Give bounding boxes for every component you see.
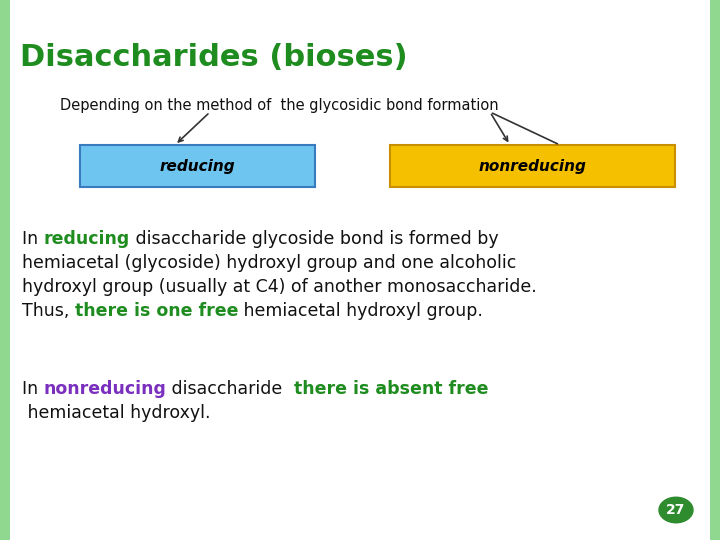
Text: nonreducing: nonreducing: [479, 159, 586, 173]
Text: hemiacetal hydroxyl.: hemiacetal hydroxyl.: [22, 404, 210, 422]
Text: In: In: [22, 230, 44, 248]
Text: hemiacetal (glycoside) hydroxyl group and one alcoholic: hemiacetal (glycoside) hydroxyl group an…: [22, 254, 516, 272]
Text: hemiacetal hydroxyl group.: hemiacetal hydroxyl group.: [238, 302, 483, 320]
Text: reducing: reducing: [160, 159, 235, 173]
Text: 27: 27: [666, 503, 685, 517]
Text: there is absent free: there is absent free: [294, 380, 488, 398]
Text: Depending on the method of  the glycosidic bond formation: Depending on the method of the glycosidi…: [60, 98, 499, 113]
Text: reducing: reducing: [44, 230, 130, 248]
Text: hydroxyl group (usually at C4) of another monosaccharide.: hydroxyl group (usually at C4) of anothe…: [22, 278, 536, 296]
Text: nonreducing: nonreducing: [44, 380, 166, 398]
Text: Disaccharides (bioses): Disaccharides (bioses): [20, 44, 408, 72]
Text: Thus,: Thus,: [22, 302, 75, 320]
Text: disaccharide: disaccharide: [166, 380, 294, 398]
Text: In: In: [22, 380, 44, 398]
FancyBboxPatch shape: [390, 145, 675, 187]
FancyBboxPatch shape: [80, 145, 315, 187]
Text: disaccharide glycoside bond is formed by: disaccharide glycoside bond is formed by: [130, 230, 498, 248]
Text: there is one free: there is one free: [75, 302, 238, 320]
